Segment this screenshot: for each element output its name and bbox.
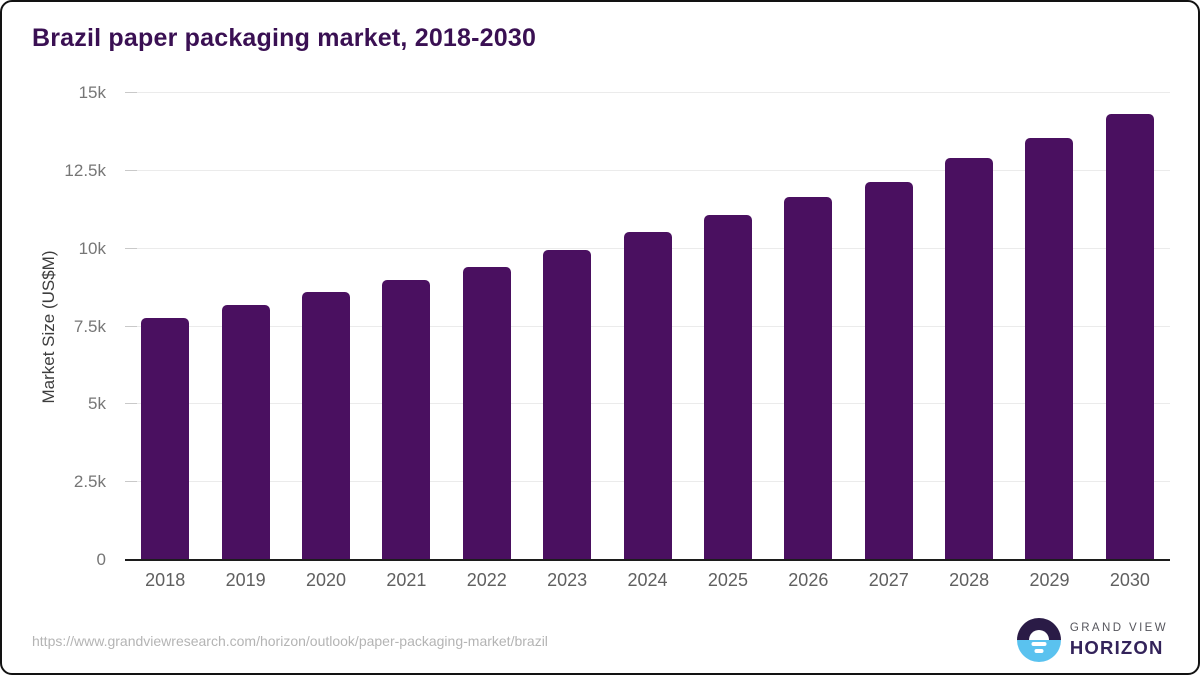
bar-2022 bbox=[462, 266, 511, 560]
bar-2020 bbox=[301, 291, 350, 560]
y-tick-label: 12.5k bbox=[64, 160, 106, 180]
bar-slot: 2019 bbox=[205, 93, 285, 590]
bar-slot: 2021 bbox=[366, 93, 446, 590]
y-tick-label: 0 bbox=[96, 550, 106, 569]
bar-slot: 2029 bbox=[1009, 93, 1089, 590]
bar-2025 bbox=[703, 214, 752, 560]
logo-product-name: HORIZON bbox=[1069, 636, 1164, 658]
bar-2023 bbox=[543, 250, 592, 560]
source-url: https://www.grandviewresearch.com/horizo… bbox=[32, 633, 548, 649]
grand-view-horizon-logo-icon bbox=[1016, 618, 1061, 662]
x-tick-label: 2025 bbox=[707, 570, 748, 590]
x-tick-label: 2027 bbox=[868, 570, 909, 590]
page-title: Brazil paper packaging market, 2018-2030 bbox=[32, 24, 537, 52]
sun-icon bbox=[1028, 630, 1049, 640]
bar-slot: 2022 bbox=[447, 93, 527, 590]
bar-slot: 2025 bbox=[688, 93, 768, 590]
y-tick-label: 7.5k bbox=[73, 316, 106, 336]
bar-2024 bbox=[623, 231, 672, 560]
bar-2029 bbox=[1025, 137, 1074, 560]
bar-2030 bbox=[1105, 113, 1154, 560]
bar-slot: 2018 bbox=[125, 93, 205, 590]
bar-2026 bbox=[784, 197, 833, 560]
plot-area: 2018 2019 2020 2021 2022 2023 2024 2025 2026 2027… bbox=[125, 92, 1170, 590]
x-tick-label: 2028 bbox=[949, 570, 990, 590]
y-tick-label: 5k bbox=[88, 394, 106, 414]
y-tick-label: 10k bbox=[78, 238, 106, 258]
bar-slot: 2026 bbox=[768, 93, 848, 590]
bars: 2018 2019 2020 2021 2022 2023 2024 2025 2026 2027… bbox=[125, 93, 1170, 590]
bar-slot: 2024 bbox=[607, 93, 687, 590]
x-tick-label: 2020 bbox=[305, 570, 346, 590]
x-axis-line bbox=[125, 559, 1170, 561]
y-tick-label: 2.5k bbox=[73, 472, 106, 492]
sun-reflection-bar bbox=[1034, 649, 1044, 653]
gridline bbox=[125, 92, 1170, 93]
bar-2019 bbox=[221, 304, 270, 560]
bar-2018 bbox=[141, 317, 190, 560]
x-tick-label: 2029 bbox=[1029, 570, 1070, 590]
bar-2021 bbox=[382, 279, 431, 560]
x-tick-label: 2021 bbox=[386, 570, 427, 590]
bar-2027 bbox=[864, 181, 913, 560]
sun-reflection-bar bbox=[1031, 642, 1047, 646]
bar-2028 bbox=[945, 158, 994, 560]
brand-logo: GRAND VIEW HORIZON bbox=[1016, 618, 1168, 662]
x-tick-label: 2023 bbox=[547, 570, 588, 590]
bar-slot: 2028 bbox=[929, 93, 1009, 590]
x-tick-label: 2019 bbox=[225, 570, 266, 590]
x-tick-label: 2026 bbox=[788, 570, 829, 590]
logo-brand-name: GRAND VIEW bbox=[1069, 622, 1168, 635]
gridline bbox=[125, 169, 1170, 171]
x-tick-label: 2024 bbox=[627, 570, 668, 590]
bar-slot: 2023 bbox=[527, 93, 607, 590]
logo-text: GRAND VIEW HORIZON bbox=[1070, 621, 1168, 659]
bar-slot: 2027 bbox=[849, 93, 929, 590]
y-axis-ticks: 0 2.5k 5k 7.5k 10k 12.5k 15k bbox=[2, 83, 114, 569]
x-tick-label: 2018 bbox=[145, 570, 186, 590]
bar-slot: 2030 bbox=[1090, 93, 1170, 590]
x-tick-label: 2030 bbox=[1109, 570, 1150, 590]
y-tick-label: 15k bbox=[78, 83, 106, 102]
x-tick-label: 2022 bbox=[466, 570, 507, 590]
bar-slot: 2020 bbox=[286, 93, 366, 590]
